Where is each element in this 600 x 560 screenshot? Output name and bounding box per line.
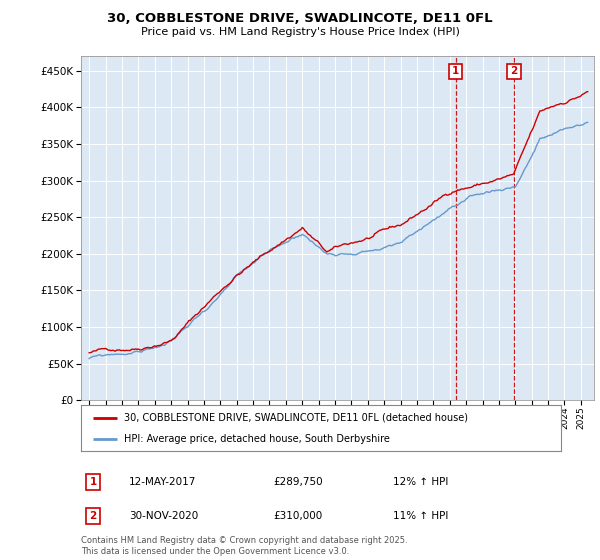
Text: HPI: Average price, detached house, South Derbyshire: HPI: Average price, detached house, Sout… [124,435,390,444]
Text: 12-MAY-2017: 12-MAY-2017 [129,477,196,487]
Text: 11% ↑ HPI: 11% ↑ HPI [393,511,448,521]
Text: Contains HM Land Registry data © Crown copyright and database right 2025.
This d: Contains HM Land Registry data © Crown c… [81,536,407,556]
Text: 12% ↑ HPI: 12% ↑ HPI [393,477,448,487]
Text: 1: 1 [452,67,459,77]
Text: 2: 2 [511,67,518,77]
Text: 30-NOV-2020: 30-NOV-2020 [129,511,198,521]
Text: £289,750: £289,750 [273,477,323,487]
Text: Price paid vs. HM Land Registry's House Price Index (HPI): Price paid vs. HM Land Registry's House … [140,27,460,37]
Text: 2: 2 [89,511,97,521]
Text: 30, COBBLESTONE DRIVE, SWADLINCOTE, DE11 0FL: 30, COBBLESTONE DRIVE, SWADLINCOTE, DE11… [107,12,493,25]
Text: £310,000: £310,000 [273,511,322,521]
Text: 30, COBBLESTONE DRIVE, SWADLINCOTE, DE11 0FL (detached house): 30, COBBLESTONE DRIVE, SWADLINCOTE, DE11… [124,413,468,423]
Text: 1: 1 [89,477,97,487]
